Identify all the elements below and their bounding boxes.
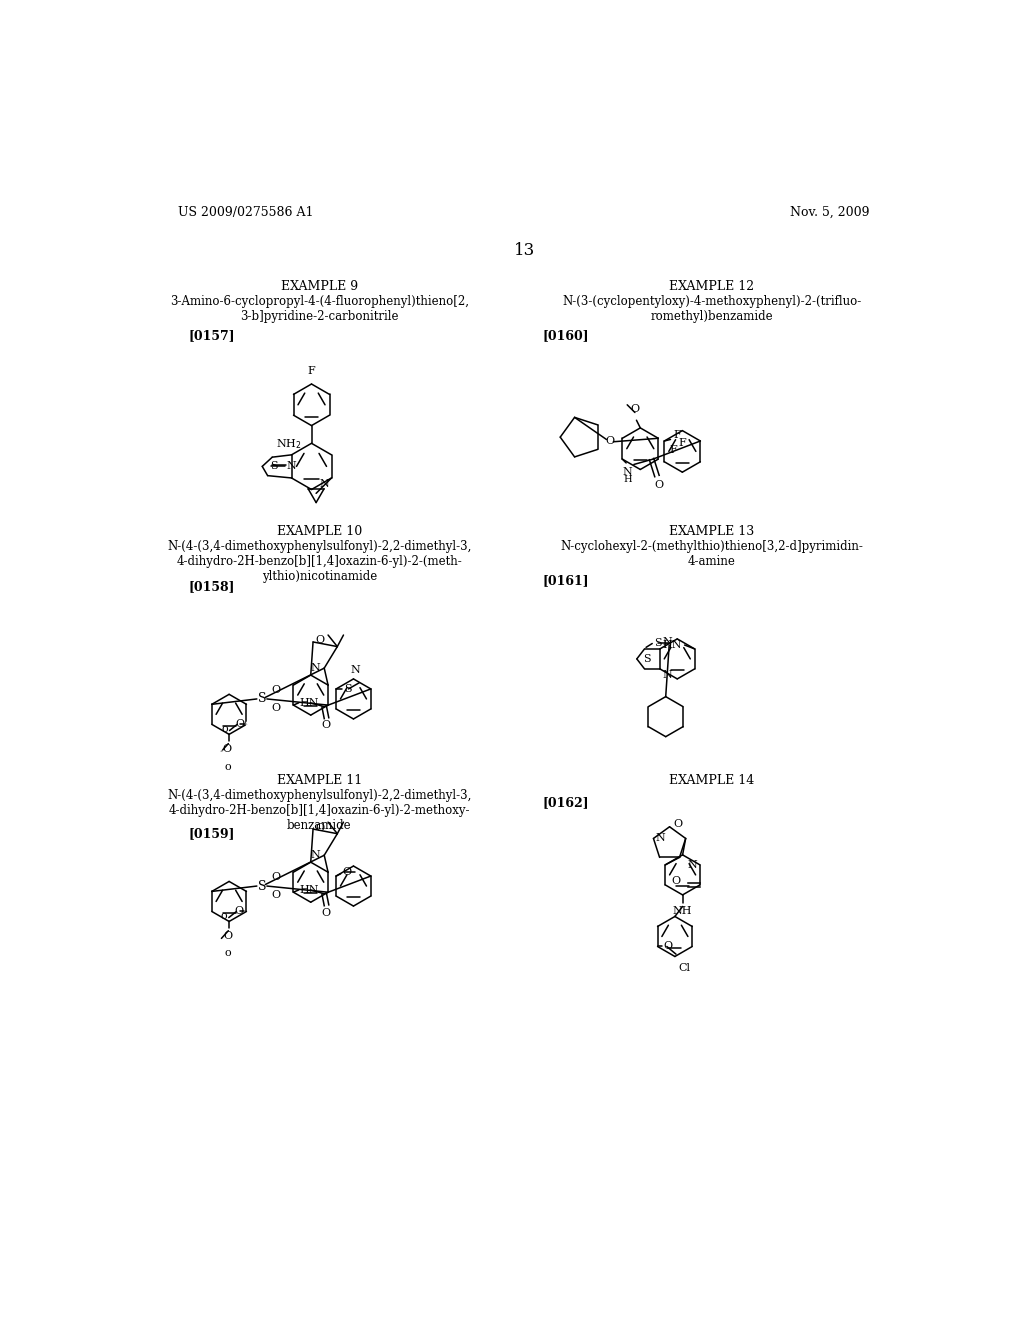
Text: o: o bbox=[224, 762, 230, 772]
Text: N-(3-(cyclopentyloxy)-4-methoxyphenyl)-2-(trifluo-
romethyl)benzamide: N-(3-(cyclopentyloxy)-4-methoxyphenyl)-2… bbox=[562, 294, 861, 322]
Text: S: S bbox=[258, 693, 266, 705]
Text: Nov. 5, 2009: Nov. 5, 2009 bbox=[791, 206, 869, 219]
Text: N: N bbox=[623, 467, 633, 477]
Text: O: O bbox=[222, 743, 231, 754]
Text: H: H bbox=[624, 475, 632, 484]
Text: N: N bbox=[310, 663, 321, 673]
Text: [0159]: [0159] bbox=[188, 828, 234, 841]
Text: EXAMPLE 9: EXAMPLE 9 bbox=[281, 280, 357, 293]
Text: O: O bbox=[223, 931, 232, 941]
Text: o: o bbox=[221, 723, 228, 734]
Text: EXAMPLE 10: EXAMPLE 10 bbox=[276, 525, 361, 539]
Text: NH$_2$: NH$_2$ bbox=[276, 437, 302, 451]
Text: o: o bbox=[244, 718, 251, 729]
Text: O: O bbox=[322, 721, 331, 730]
Text: S: S bbox=[258, 879, 266, 892]
Text: S: S bbox=[344, 684, 351, 694]
Text: F: F bbox=[307, 367, 315, 376]
Text: O: O bbox=[672, 876, 681, 886]
Text: EXAMPLE 13: EXAMPLE 13 bbox=[670, 525, 755, 539]
Text: 13: 13 bbox=[514, 242, 536, 259]
Text: HN: HN bbox=[300, 698, 319, 708]
Text: N: N bbox=[287, 462, 297, 471]
Text: O: O bbox=[234, 907, 244, 916]
Text: HN: HN bbox=[662, 640, 682, 649]
Text: O: O bbox=[315, 635, 325, 645]
Text: N-(4-(3,4-dimethoxyphenylsulfonyl)-2,2-dimethyl-3,
4-dihydro-2H-benzo[b][1,4]oxa: N-(4-(3,4-dimethoxyphenylsulfonyl)-2,2-d… bbox=[167, 540, 471, 582]
Text: N: N bbox=[319, 479, 329, 490]
Text: US 2009/0275586 A1: US 2009/0275586 A1 bbox=[178, 206, 313, 219]
Text: O: O bbox=[674, 820, 683, 829]
Text: NH: NH bbox=[673, 907, 692, 916]
Text: O: O bbox=[236, 719, 244, 730]
Text: O: O bbox=[271, 871, 281, 882]
Text: S: S bbox=[643, 653, 650, 664]
Text: N: N bbox=[350, 665, 359, 675]
Text: O: O bbox=[664, 941, 673, 952]
Text: N: N bbox=[310, 850, 321, 861]
Text: N: N bbox=[663, 638, 672, 647]
Text: N: N bbox=[688, 859, 697, 870]
Text: o: o bbox=[221, 911, 227, 921]
Text: O: O bbox=[271, 890, 281, 900]
Text: O: O bbox=[654, 480, 664, 490]
Text: O: O bbox=[342, 867, 351, 878]
Text: O: O bbox=[605, 436, 614, 446]
Text: N-cyclohexyl-2-(methylthio)thieno[3,2-d]pyrimidin-
4-amine: N-cyclohexyl-2-(methylthio)thieno[3,2-d]… bbox=[560, 540, 863, 568]
Text: Cl: Cl bbox=[679, 962, 691, 973]
Text: EXAMPLE 12: EXAMPLE 12 bbox=[670, 280, 755, 293]
Text: o: o bbox=[224, 949, 230, 958]
Text: N-(4-(3,4-dimethoxyphenylsulfonyl)-2,2-dimethyl-3,
4-dihydro-2H-benzo[b][1,4]oxa: N-(4-(3,4-dimethoxyphenylsulfonyl)-2,2-d… bbox=[167, 789, 471, 832]
Text: EXAMPLE 11: EXAMPLE 11 bbox=[276, 775, 361, 788]
Text: O: O bbox=[631, 404, 639, 414]
Text: S: S bbox=[270, 462, 278, 471]
Text: F: F bbox=[674, 430, 681, 440]
Text: F: F bbox=[669, 445, 677, 455]
Text: HN: HN bbox=[300, 884, 319, 895]
Text: O: O bbox=[271, 704, 281, 713]
Text: N: N bbox=[655, 833, 666, 843]
Text: o: o bbox=[217, 746, 222, 755]
Text: [0157]: [0157] bbox=[188, 330, 234, 342]
Text: [0161]: [0161] bbox=[543, 574, 589, 587]
Text: 3-Amino-6-cyclopropyl-4-(4-fluorophenyl)thieno[2,
3-b]pyridine-2-carbonitrile: 3-Amino-6-cyclopropyl-4-(4-fluorophenyl)… bbox=[170, 294, 469, 322]
Text: F: F bbox=[678, 437, 686, 447]
Text: S: S bbox=[653, 638, 662, 648]
Text: O: O bbox=[315, 822, 325, 833]
Text: [0158]: [0158] bbox=[188, 581, 234, 594]
Text: EXAMPLE 14: EXAMPLE 14 bbox=[670, 775, 755, 788]
Text: [0162]: [0162] bbox=[543, 796, 589, 809]
Text: [0160]: [0160] bbox=[543, 330, 589, 342]
Text: O: O bbox=[271, 685, 281, 694]
Text: N: N bbox=[663, 671, 672, 680]
Text: O: O bbox=[322, 908, 331, 917]
